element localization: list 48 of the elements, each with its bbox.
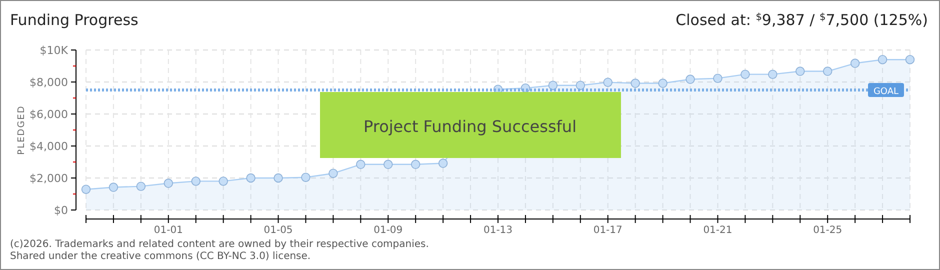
point xyxy=(630,78,640,88)
point xyxy=(218,176,228,186)
point xyxy=(603,78,612,87)
point xyxy=(384,160,393,169)
text: Shared under the creative commons (CC BY-NC 3.0) license. xyxy=(10,251,311,262)
x-tick-label: 01-13 xyxy=(483,225,513,236)
y-tick-label: $0 xyxy=(54,204,68,217)
y-tick-label: $6,000 xyxy=(30,108,68,121)
point xyxy=(878,55,888,64)
point xyxy=(905,55,915,64)
y-axis-title: PLEDGED xyxy=(17,105,27,155)
text: (c)2026. Trademarks and related content are owned by their respective companies. xyxy=(10,239,429,250)
chart-subtitle: Closed at: $^{$}$9,387 / $^{$}$7,500 (125%) xyxy=(676,11,928,29)
point xyxy=(328,168,338,178)
point xyxy=(108,182,118,192)
x-tick-label: 01-25 xyxy=(813,225,842,236)
point xyxy=(713,74,722,83)
point xyxy=(356,160,366,169)
point xyxy=(191,176,200,186)
point xyxy=(301,172,310,182)
x-tick-label: 01-09 xyxy=(374,225,403,236)
point xyxy=(81,184,91,194)
point xyxy=(274,173,283,183)
chart-title: Funding Progress xyxy=(10,11,139,29)
point xyxy=(548,80,558,90)
point xyxy=(850,58,860,68)
point xyxy=(438,158,448,168)
x-tick-label: 01-01 xyxy=(154,225,183,236)
point xyxy=(246,173,256,183)
point xyxy=(411,160,420,169)
point xyxy=(686,74,695,84)
point xyxy=(136,182,146,191)
point xyxy=(740,70,750,79)
ref-line-label: GOAL xyxy=(873,87,899,97)
point xyxy=(823,66,832,76)
y-tick-label: $2,000 xyxy=(30,172,68,185)
x-tick-label: 01-21 xyxy=(703,225,732,236)
annotation: Project Funding Successful xyxy=(363,117,577,136)
point xyxy=(796,66,805,76)
y-tick-label: $10K xyxy=(40,44,69,57)
x-tick-label: 01-17 xyxy=(593,225,622,236)
point xyxy=(576,80,585,90)
y-tick-label: $4,000 xyxy=(30,140,68,153)
point xyxy=(658,78,668,88)
point xyxy=(164,178,173,188)
point xyxy=(768,70,778,79)
y-tick-label: $8,000 xyxy=(30,76,68,89)
x-tick-label: 01-05 xyxy=(264,225,293,236)
